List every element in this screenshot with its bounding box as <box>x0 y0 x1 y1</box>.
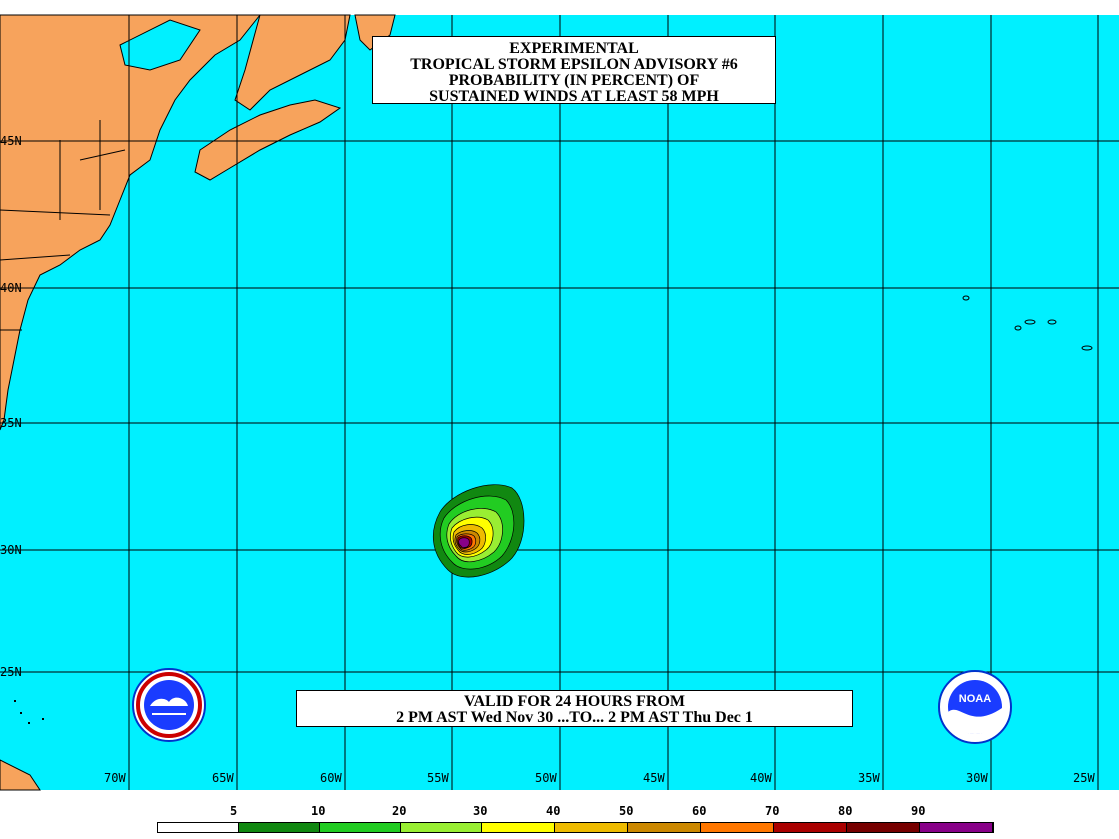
lon-label-50w: 50W <box>535 771 557 785</box>
lon-label-30w: 30W <box>966 771 988 785</box>
land-nova-scotia <box>194 99 342 181</box>
title-line-1: EXPERIMENTAL <box>509 40 639 57</box>
lat-label-45n: 45N <box>0 134 22 148</box>
legend-label: 20 <box>392 804 407 818</box>
title-box: EXPERIMENTAL TROPICAL STORM EPSILON ADVI… <box>372 36 776 105</box>
lat-label-30n: 30N <box>0 543 22 557</box>
legend-label: 60 <box>692 804 707 818</box>
lon-label-40w: 40W <box>750 771 772 785</box>
gulf-st-lawrence <box>119 19 201 71</box>
legend-label: 5 <box>230 804 238 818</box>
title-line-4: SUSTAINED WINDS AT LEAST 58 MPH <box>429 88 719 105</box>
legend-label: 30 <box>473 804 488 818</box>
lon-label-60w: 60W <box>320 771 342 785</box>
valid-period-box: VALID FOR 24 HOURS FROM 2 PM AST Wed Nov… <box>296 690 853 727</box>
azores-islands <box>962 295 1093 351</box>
legend-label: 90 <box>911 804 926 818</box>
lat-label-25n: 25N <box>0 665 22 679</box>
land-canada-interior <box>234 14 351 111</box>
contour-90 <box>458 537 470 549</box>
legend-swatch <box>239 823 320 832</box>
lon-label-25w: 25W <box>1073 771 1095 785</box>
nws-logo-icon <box>132 668 206 742</box>
legend-swatch <box>482 823 555 832</box>
nws-logo-graphic <box>136 672 202 738</box>
probability-contours <box>432 484 525 578</box>
state-borders <box>0 120 126 331</box>
legend-swatch <box>555 823 628 832</box>
lon-label-70w: 70W <box>104 771 126 785</box>
legend-swatch <box>920 823 993 832</box>
lat-label-35n: 35N <box>0 416 22 430</box>
title-line-2: TROPICAL STORM EPSILON ADVISORY #6 <box>410 56 738 73</box>
lon-label-45w: 45W <box>643 771 665 785</box>
legend-color-bar <box>157 822 994 833</box>
legend-swatch <box>847 823 920 832</box>
bahamas-islands <box>14 700 44 724</box>
legend-swatch <box>320 823 401 832</box>
noaa-logo-text: NOAA <box>959 693 991 705</box>
land-us-coast <box>0 14 262 431</box>
legend-label: 10 <box>311 804 326 818</box>
lat-label-40n: 40N <box>0 281 22 295</box>
lon-label-35w: 35W <box>858 771 880 785</box>
legend-swatch <box>628 823 701 832</box>
land-florida-tip <box>0 759 41 791</box>
legend-swatch <box>701 823 774 832</box>
legend-swatch <box>158 823 239 832</box>
legend-swatch <box>774 823 847 832</box>
noaa-logo-icon: NOAA <box>938 670 1012 744</box>
legend-label: 70 <box>765 804 780 818</box>
valid-line-2: 2 PM AST Wed Nov 30 ...TO... 2 PM AST Th… <box>396 709 753 726</box>
legend-label: 80 <box>838 804 853 818</box>
noaa-logo-graphic: NOAA <box>948 680 1002 734</box>
valid-line-1: VALID FOR 24 HOURS FROM <box>463 693 686 710</box>
legend-label: 40 <box>546 804 561 818</box>
legend-label: 50 <box>619 804 634 818</box>
lon-label-55w: 55W <box>427 771 449 785</box>
title-line-3: PROBABILITY (IN PERCENT) OF <box>448 72 700 89</box>
legend-swatch <box>401 823 482 832</box>
lon-label-65w: 65W <box>212 771 234 785</box>
